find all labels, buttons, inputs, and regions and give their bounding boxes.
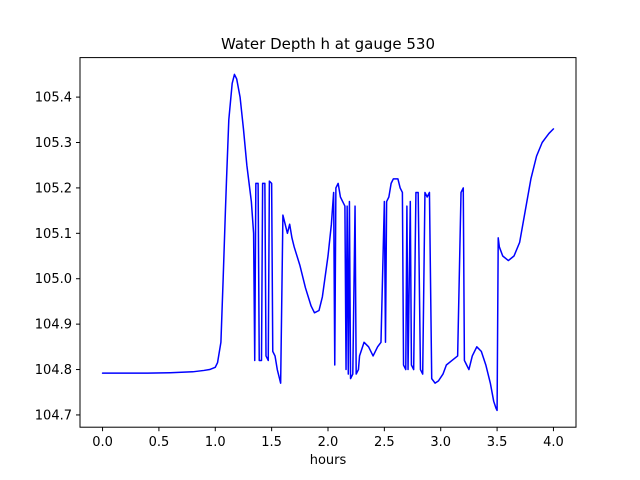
- y-tick-label: 104.9: [35, 318, 72, 333]
- water-depth-line: [101, 73, 555, 412]
- x-tick-label: 3.5: [487, 435, 508, 450]
- x-tick-label: 2.0: [318, 435, 339, 450]
- x-tick-label: 4.0: [543, 435, 564, 450]
- y-tick-label: 104.7: [35, 408, 72, 423]
- y-tick-label: 105.3: [35, 136, 72, 151]
- x-tick-label: 1.0: [205, 435, 226, 450]
- plot-area: 0.0 0.5 1.0 1.5 2.0 2.5 3.0 3.5 4.0 104.7 104.8 104…: [35, 57, 577, 450]
- axes-frame: [79, 57, 577, 428]
- y-tick-label: 104.8: [35, 363, 72, 378]
- x-tick-label: 0.0: [92, 435, 113, 450]
- y-tick-label: 105.0: [35, 272, 72, 287]
- x-tick-label: 0.5: [149, 435, 170, 450]
- x-tick-label: 2.5: [374, 435, 395, 450]
- chart-title: Water Depth h at gauge 530: [221, 35, 435, 53]
- y-tick-label: 105.2: [35, 181, 72, 196]
- x-tick-label: 1.5: [261, 435, 282, 450]
- y-tick-label: 105.4: [35, 91, 72, 106]
- y-tick-label: 105.1: [35, 227, 72, 242]
- x-tick-label: 3.0: [430, 435, 451, 450]
- x-axis-label: hours: [310, 453, 347, 468]
